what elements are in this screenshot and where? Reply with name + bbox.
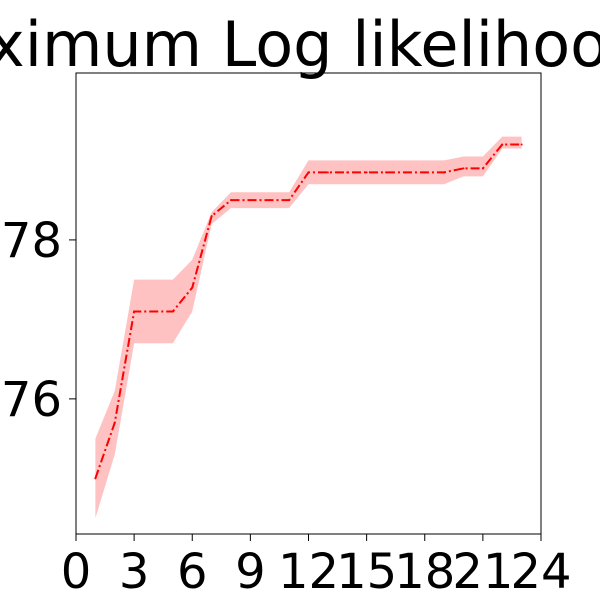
data-point [346,171,349,174]
data-point [520,143,523,146]
data-point [443,171,446,174]
data-point [230,199,232,202]
x-tick-label: 0 [61,544,92,600]
confidence-band-0 [95,136,522,519]
x-tick-label: 15 [336,544,397,600]
data-point [423,171,426,174]
data-point [481,167,484,170]
data-point [171,310,174,313]
data-point [288,199,291,202]
data-point [462,167,465,170]
y-tick-label: 76 [1,372,62,428]
y-axis: 76 78 [1,213,76,428]
plot-area [94,136,523,519]
y-tick-label: 78 [1,213,62,269]
x-tick-label: 6 [177,544,208,600]
x-tick-label: 3 [119,544,150,600]
x-tick-label: 18 [394,544,455,600]
x-tick-label: 21 [452,544,513,600]
data-point [307,171,310,174]
chart-title: Maximum Log likelihood [0,8,600,81]
data-point [113,421,116,424]
x-tick-label: 12 [278,544,339,600]
data-point [501,143,504,146]
data-point [152,310,155,313]
data-point [191,286,194,289]
data-point [326,171,329,174]
data-point [385,171,387,174]
x-tick-label: 9 [235,544,266,600]
data-point [133,310,136,313]
data-point [94,477,97,480]
x-tick-label: 24 [510,544,571,600]
data-point [210,215,213,218]
data-point [249,199,252,202]
data-point [365,171,368,174]
data-point [268,199,271,202]
data-point [404,171,407,174]
